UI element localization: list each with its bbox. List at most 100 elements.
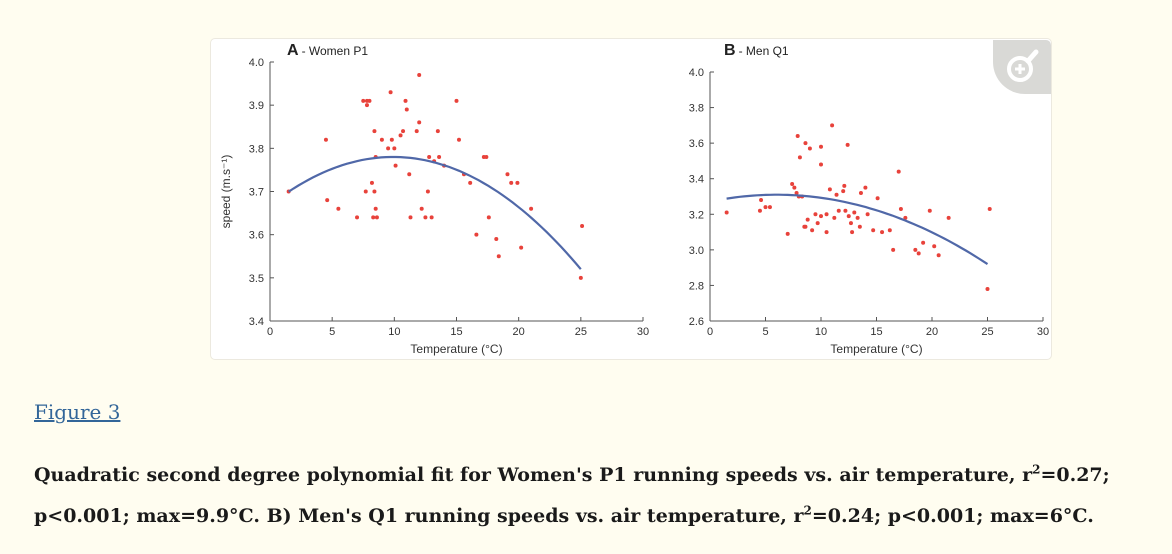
data-point: [824, 212, 829, 217]
data-point: [903, 215, 908, 220]
data-point: [724, 210, 729, 215]
data-point: [824, 230, 829, 235]
data-point: [374, 215, 379, 220]
x-tick-label: 20: [926, 326, 938, 338]
zoom-button[interactable]: [993, 40, 1051, 94]
data-point: [408, 215, 413, 220]
figure-caption: Quadratic second degree polynomial fit f…: [34, 455, 1144, 537]
x-tick-label: 20: [513, 326, 525, 338]
x-tick-label: 5: [329, 326, 335, 338]
data-point: [363, 189, 368, 194]
data-point: [936, 253, 941, 258]
data-point: [364, 103, 369, 108]
figure-image[interactable]: 0 5 10 15 20 25 30 3.4 3.5 3.6 3.7 3.8 3.9 4.0 Tempera…: [210, 38, 1052, 360]
data-point: [921, 240, 926, 245]
data-point: [805, 217, 810, 222]
x-tick-label: 10: [388, 326, 400, 338]
data-point: [794, 190, 799, 195]
data-point: [392, 146, 397, 151]
data-point: [580, 224, 585, 229]
data-point: [871, 228, 876, 233]
data-point: [855, 215, 860, 220]
fit-curve: [288, 155, 582, 270]
x-tick-label: 30: [1037, 326, 1049, 338]
data-point: [486, 215, 491, 220]
data-point: [456, 137, 461, 142]
data-point: [819, 214, 823, 219]
fit-curve: [726, 193, 989, 266]
data-point: [797, 155, 802, 160]
y-tick-label: 3.2: [689, 209, 704, 221]
data-point: [515, 180, 520, 185]
data-point: [836, 208, 841, 213]
data-point: [323, 137, 328, 142]
y-tick-label: 3.8: [689, 103, 704, 115]
figure-link[interactable]: Figure 3: [34, 400, 121, 424]
y-tick-label: 3.7: [249, 187, 264, 199]
data-point: [474, 232, 479, 237]
y-tick-label: 3.6: [689, 138, 704, 150]
data-point: [946, 215, 951, 220]
data-point: [834, 192, 839, 197]
x-tick-label: 0: [707, 326, 713, 338]
data-point: [767, 205, 772, 210]
y-tick-label: 3.0: [689, 245, 704, 257]
data-point: [845, 142, 850, 147]
data-point: [815, 221, 820, 226]
data-point: [419, 206, 424, 211]
data-point: [985, 286, 990, 291]
data-point: [386, 146, 391, 151]
data-point: [429, 215, 434, 220]
data-point: [850, 230, 855, 235]
y-tick-label: 2.8: [689, 280, 704, 292]
data-point: [414, 129, 419, 134]
y-tick-label: 2.6: [689, 316, 704, 328]
data-point: [841, 189, 846, 194]
data-point: [401, 129, 406, 134]
data-point: [863, 185, 868, 190]
panel-title: - Men Q1: [739, 44, 789, 58]
data-point: [417, 120, 422, 125]
data-point: [417, 72, 422, 77]
data-point: [865, 212, 870, 217]
data-point: [843, 208, 848, 213]
data-point: [404, 107, 409, 112]
data-point: [505, 172, 510, 177]
data-point: [875, 196, 880, 201]
data-point: [369, 180, 374, 185]
data-point: [509, 180, 514, 185]
y-tick-label: 3.4: [689, 174, 704, 186]
data-point: [790, 182, 795, 187]
data-point: [427, 154, 432, 159]
data-point: [832, 215, 837, 220]
data-point: [785, 231, 790, 236]
data-point: [916, 251, 921, 256]
chart-panel-b: 0 5 10 15 20 25 30 2.6 2.8 3.0 3.2 3.4 3.6 3.8 4.0 Temp…: [689, 42, 1049, 356]
data-point: [987, 206, 992, 211]
panel-letter: B: [724, 42, 736, 59]
x-axis-label: Temperature (°C): [410, 342, 502, 356]
data-point: [355, 215, 360, 220]
data-point: [437, 154, 442, 159]
data-point: [932, 244, 937, 249]
data-point: [578, 275, 583, 280]
chart-title: A- Women P1: [287, 42, 368, 59]
caption-text-1: Quadratic second degree polynomial fit f…: [34, 464, 1033, 486]
y-tick-label: 3.9: [249, 100, 264, 112]
data-point: [880, 230, 885, 235]
data-point: [927, 208, 932, 213]
data-point: [373, 206, 378, 211]
data-point: [803, 141, 808, 146]
data-point: [454, 98, 459, 103]
data-point: [898, 206, 903, 211]
y-tick-label: 3.8: [249, 143, 264, 155]
x-tick-label: 5: [762, 326, 768, 338]
y-tick-label: 3.6: [249, 230, 264, 242]
data-point: [896, 169, 901, 174]
zoom-in-magnifier-icon: [1007, 49, 1039, 82]
x-tick-label: 25: [575, 326, 587, 338]
data-point: [407, 172, 412, 177]
data-point: [484, 154, 489, 159]
data-point: [389, 137, 394, 142]
panel-title: - Women P1: [302, 44, 369, 58]
